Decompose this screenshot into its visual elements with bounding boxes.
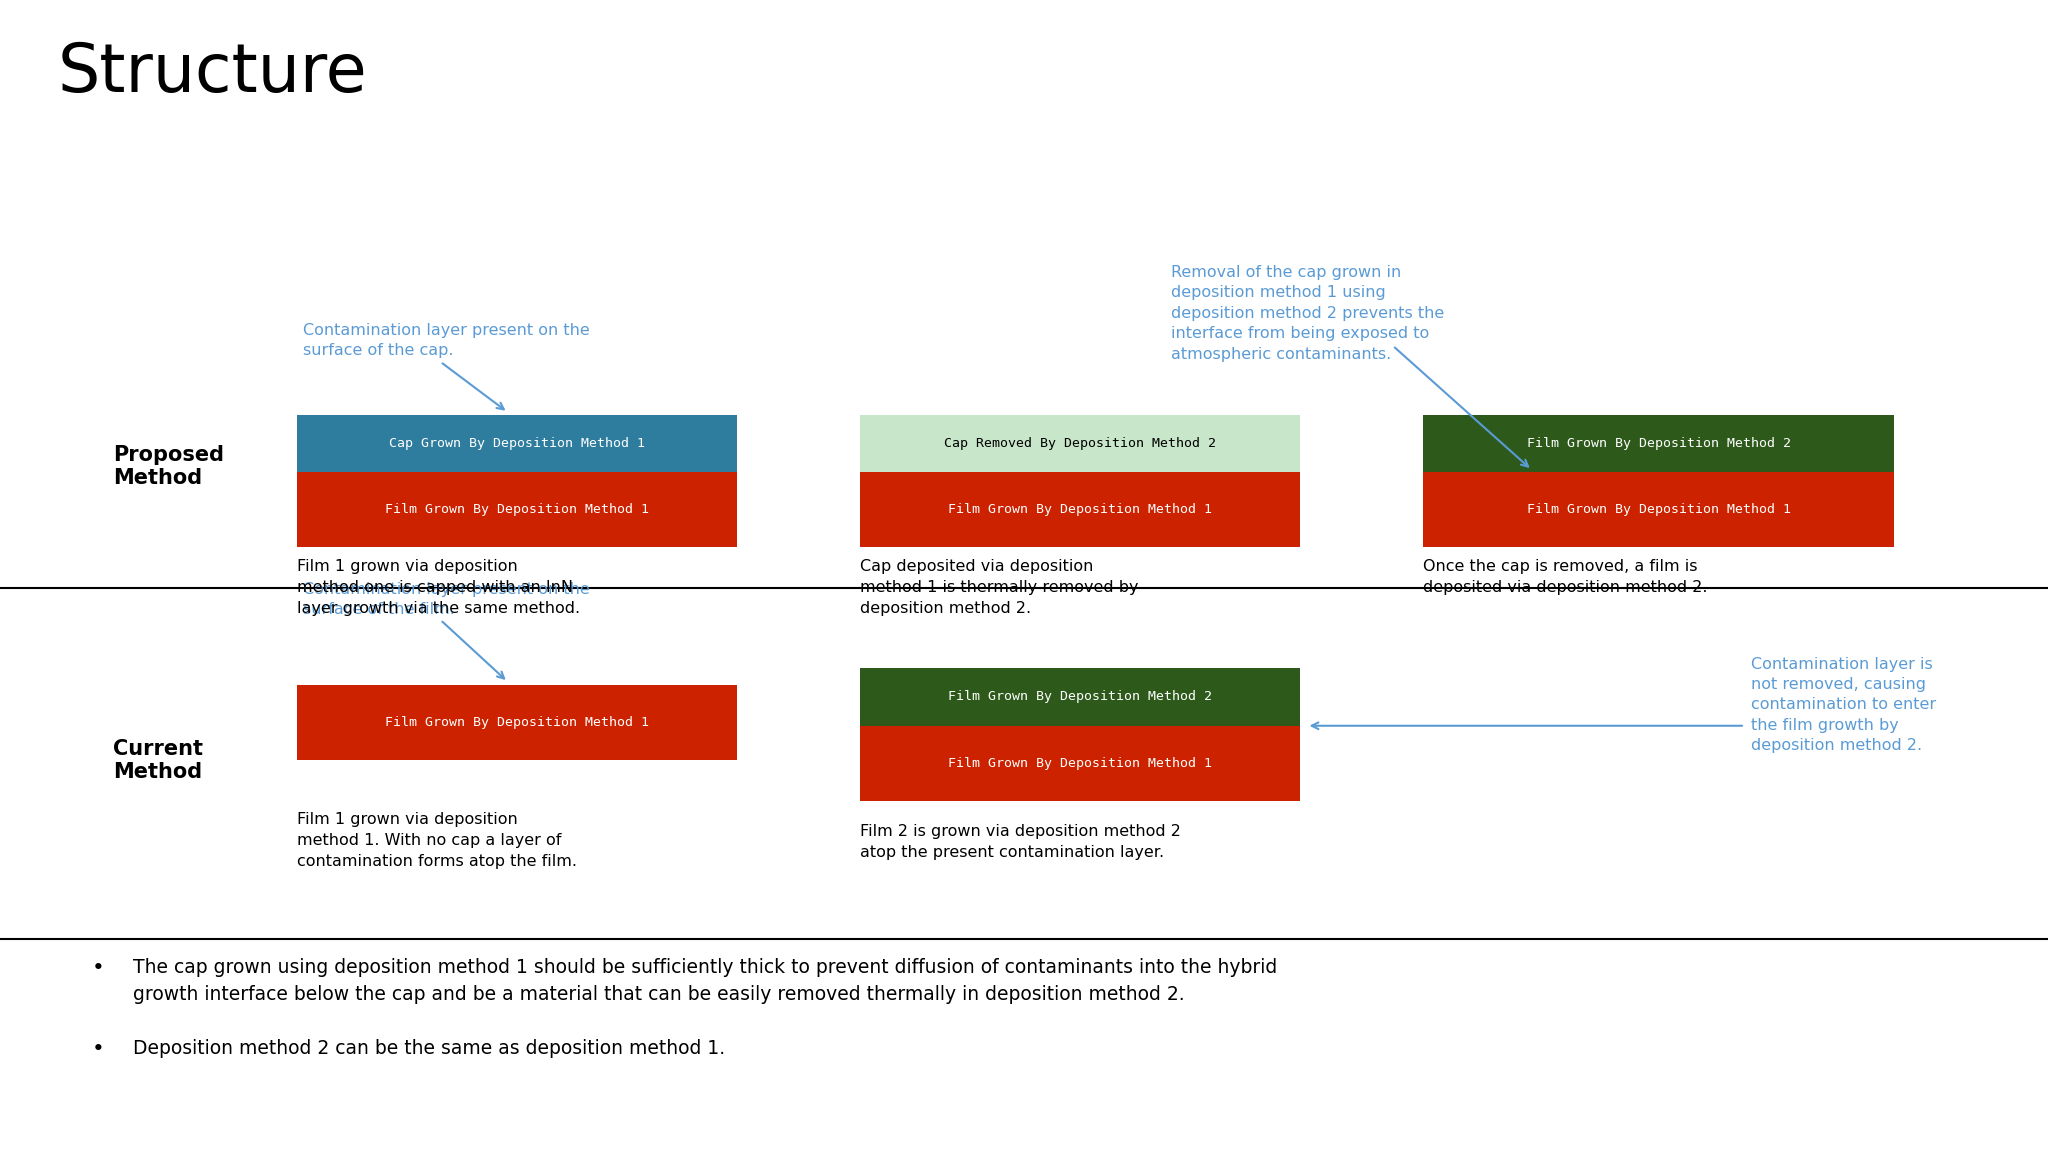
Text: Film Grown By Deposition Method 1: Film Grown By Deposition Method 1 — [1528, 503, 1790, 516]
Bar — [860, 726, 1300, 801]
Bar — [860, 415, 1300, 472]
Text: Deposition method 2 can be the same as deposition method 1.: Deposition method 2 can be the same as d… — [133, 1039, 725, 1058]
Text: Film 2 is grown via deposition method 2
atop the present contamination layer.: Film 2 is grown via deposition method 2 … — [860, 824, 1182, 859]
Text: Film Grown By Deposition Method 1: Film Grown By Deposition Method 1 — [948, 503, 1212, 516]
Bar — [297, 685, 737, 760]
Bar — [297, 472, 737, 547]
Text: •: • — [92, 958, 104, 978]
Text: Film Grown By Deposition Method 1: Film Grown By Deposition Method 1 — [385, 503, 649, 516]
Text: Once the cap is removed, a film is
deposited via deposition method 2.: Once the cap is removed, a film is depos… — [1423, 559, 1708, 594]
Text: Contamination layer present on the
surface of the cap.: Contamination layer present on the surfa… — [303, 323, 590, 358]
Bar — [1423, 415, 1894, 472]
Text: Film Grown By Deposition Method 2: Film Grown By Deposition Method 2 — [948, 690, 1212, 704]
Text: Film 1 grown via deposition
method 1. With no cap a layer of
contamination forms: Film 1 grown via deposition method 1. Wi… — [297, 812, 578, 869]
Text: Removal of the cap grown in
deposition method 1 using
deposition method 2 preven: Removal of the cap grown in deposition m… — [1171, 265, 1444, 362]
Bar — [860, 472, 1300, 547]
Text: The cap grown using deposition method 1 should be sufficiently thick to prevent : The cap grown using deposition method 1 … — [133, 958, 1278, 1003]
Text: Contamination layer present on the
surface of the film.: Contamination layer present on the surfa… — [303, 582, 590, 617]
Text: Cap Removed By Deposition Method 2: Cap Removed By Deposition Method 2 — [944, 437, 1217, 450]
Bar — [1423, 472, 1894, 547]
Text: Cap Grown By Deposition Method 1: Cap Grown By Deposition Method 1 — [389, 437, 645, 450]
Text: Current
Method: Current Method — [113, 738, 203, 782]
Text: •: • — [92, 1039, 104, 1059]
Bar — [860, 668, 1300, 726]
Text: Film Grown By Deposition Method 1: Film Grown By Deposition Method 1 — [948, 757, 1212, 770]
Text: Cap deposited via deposition
method 1 is thermally removed by
deposition method : Cap deposited via deposition method 1 is… — [860, 559, 1139, 615]
Text: Film Grown By Deposition Method 2: Film Grown By Deposition Method 2 — [1528, 437, 1790, 450]
Text: Contamination layer is
not removed, causing
contamination to enter
the film grow: Contamination layer is not removed, caus… — [1751, 657, 1935, 753]
Text: Film 1 grown via deposition
method one is capped with an InN
layer growth via th: Film 1 grown via deposition method one i… — [297, 559, 580, 615]
Bar — [297, 415, 737, 472]
Text: Proposed
Method: Proposed Method — [113, 445, 223, 488]
Text: Film Grown By Deposition Method 1: Film Grown By Deposition Method 1 — [385, 717, 649, 729]
Text: Structure: Structure — [57, 40, 367, 106]
